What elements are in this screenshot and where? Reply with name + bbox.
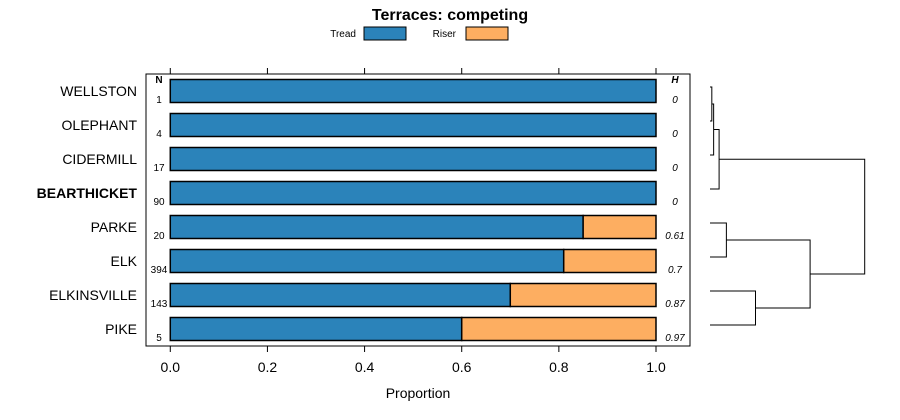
- legend-label-riser: Riser: [433, 29, 457, 40]
- category-label-elkinsville: ELKINSVILLE: [49, 287, 137, 303]
- bar-riser-elkinsville: [509, 282, 657, 308]
- bar-tread-olephant: [169, 112, 657, 138]
- x-tick-label: 0.6: [452, 359, 472, 375]
- category-label-bearthicket: BEARTHICKET: [37, 185, 138, 201]
- h-label-parke: 0.61: [665, 231, 684, 242]
- h-label-cidermill: 0: [672, 163, 678, 174]
- n-label-cidermill: 17: [153, 163, 165, 174]
- n-label-olephant: 4: [156, 129, 162, 140]
- x-axis-bottom: 0.0 0.2 0.4 0.6 0.8 1.0: [161, 346, 666, 375]
- bar-tread-elk: [169, 248, 565, 274]
- category-label-olephant: OLEPHANT: [62, 117, 138, 133]
- chart-title: Terraces: competing: [372, 7, 528, 24]
- dendrogram-link-5: [710, 290, 756, 326]
- legend-swatch-tread: [363, 26, 407, 41]
- n-label-bearthicket: 90: [153, 197, 165, 208]
- x-tick-label: 0.2: [258, 359, 278, 375]
- dendrogram-link-1: [710, 86, 713, 122]
- bar-tread-wellston: [169, 78, 657, 104]
- dendrogram-link-4: [710, 222, 727, 258]
- bar-tread-elkinsville: [169, 282, 512, 308]
- n-label-elkinsville: 143: [151, 299, 168, 310]
- dendrogram-link-6: [726, 239, 811, 309]
- h-label-pike: 0.97: [665, 333, 685, 344]
- category-label-elk: ELK: [111, 253, 138, 269]
- bar-tread-cidermill: [169, 146, 657, 172]
- x-tick-label: 0.0: [161, 359, 181, 375]
- x-axis-label: Proportion: [386, 385, 451, 401]
- bar-riser-elk: [562, 248, 657, 274]
- category-label-parke: PARKE: [91, 219, 137, 235]
- h-label-elkinsville: 0.87: [665, 299, 685, 310]
- legend-label-tread: Tread: [330, 29, 356, 40]
- x-tick-label: 0.8: [549, 359, 569, 375]
- h-column-header: H: [671, 75, 679, 86]
- h-label-bearthicket: 0: [672, 197, 678, 208]
- n-labels: 1 4 17 90 20 394 143 5: [151, 95, 168, 344]
- category-label-cidermill: CIDERMILL: [62, 151, 137, 167]
- dendrogram-link-3: [710, 129, 720, 190]
- bar-tread-parke: [169, 214, 584, 240]
- h-label-elk: 0.7: [668, 265, 682, 276]
- n-label-elk: 394: [151, 265, 168, 276]
- n-label-parke: 20: [153, 231, 165, 242]
- dendrogram-link-7: [719, 158, 866, 275]
- legend: Tread Riser: [330, 26, 509, 41]
- dendrogram: [710, 86, 866, 326]
- bar-riser-pike: [460, 316, 657, 342]
- bar-riser-parke: [582, 214, 657, 240]
- plot-frame: [145, 73, 691, 347]
- n-column-header: N: [155, 75, 162, 86]
- x-tick-label: 1.0: [646, 359, 666, 375]
- h-label-olephant: 0: [672, 129, 678, 140]
- h-label-wellston: 0: [672, 95, 678, 106]
- bar-tread-bearthicket: [169, 180, 657, 206]
- n-label-pike: 5: [156, 333, 162, 344]
- category-label-pike: PIKE: [105, 321, 137, 337]
- bars: [169, 78, 657, 342]
- bar-tread-pike: [169, 316, 463, 342]
- category-label-wellston: WELLSTON: [60, 83, 137, 99]
- h-labels: 0 0 0 0 0.61 0.7 0.87 0.97: [665, 95, 685, 344]
- x-axis-top: [169, 68, 657, 74]
- category-labels: WELLSTON OLEPHANT CIDERMILL BEARTHICKET PARK…: [37, 83, 138, 337]
- legend-swatch-riser: [465, 26, 509, 41]
- n-label-wellston: 1: [156, 95, 162, 106]
- x-tick-label: 0.4: [355, 359, 375, 375]
